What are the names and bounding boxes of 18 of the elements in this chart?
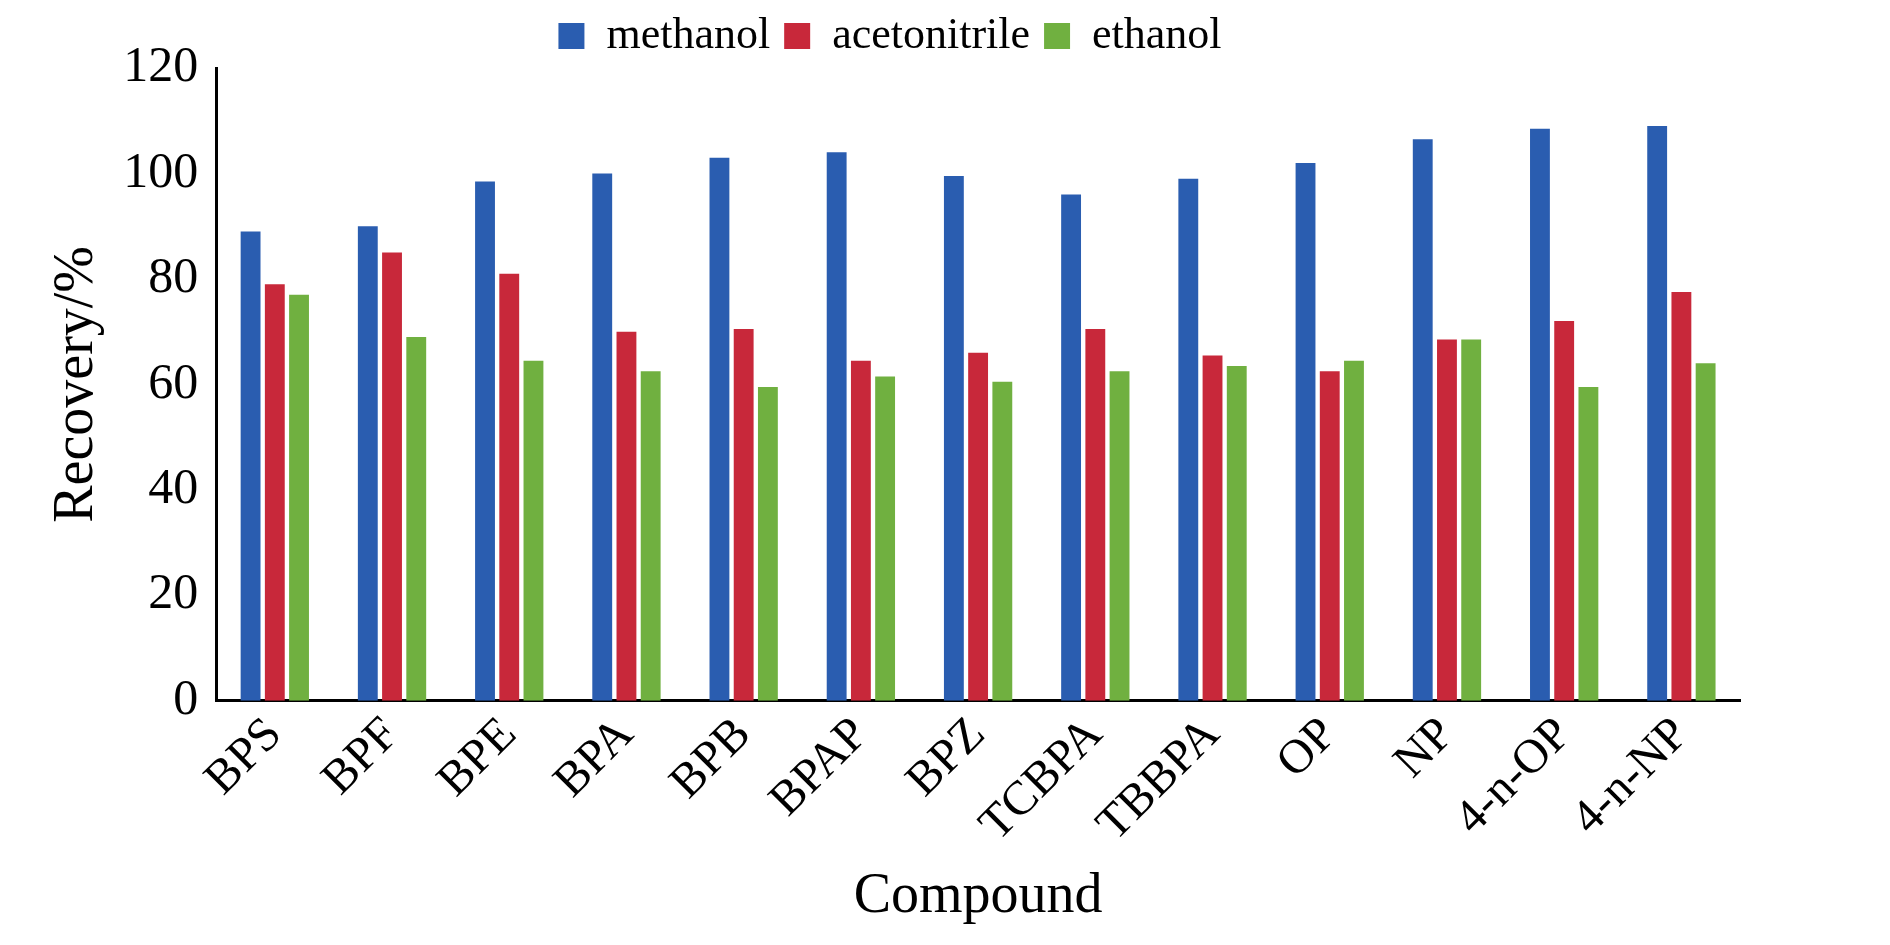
y-tick-label: 120 (123, 36, 199, 93)
x-tick-label: BPB (658, 705, 760, 808)
x-tick-label: OP (1264, 705, 1346, 787)
x-tick-label: NP (1382, 705, 1463, 787)
x-tick-label: BPF (310, 705, 409, 804)
y-tick-label: 100 (123, 141, 199, 198)
y-tick-label: 20 (148, 563, 199, 620)
y-axis-title: Recovery/% (42, 246, 105, 523)
y-tick-label: 60 (148, 352, 199, 409)
y-tick-label: 80 (148, 247, 199, 304)
y-tick-label: 0 (173, 668, 199, 725)
x-tick-label: BPA (542, 705, 643, 807)
legend-label: ethanol (1092, 8, 1222, 58)
x-axis-title: Compound (853, 862, 1103, 925)
legend-label: acetonitrile (832, 8, 1031, 58)
y-tick-label: 40 (148, 457, 199, 514)
legend-label: methanol (606, 8, 771, 58)
x-tick-label: BPE (425, 705, 526, 806)
